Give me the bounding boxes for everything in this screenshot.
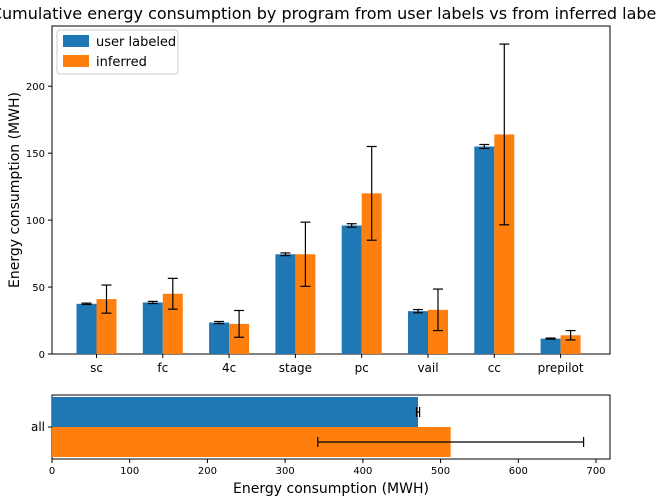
error-bar-inferred-stage xyxy=(300,221,311,287)
x-tick-label-300: 300 xyxy=(276,466,295,477)
legend-label-user-labeled: user labeled xyxy=(96,35,176,50)
x-tick-label-700: 700 xyxy=(586,466,605,477)
y-tick-label-200: 200 xyxy=(26,82,45,93)
x-tick-label-sc: sc xyxy=(90,361,103,375)
error-bar-user-labeled-prepilot xyxy=(545,337,556,340)
bar-user-labeled-stage xyxy=(275,254,296,354)
bar-inferred-vail xyxy=(428,309,448,354)
bar-user-labeled-all xyxy=(52,397,419,427)
legend-swatch-inferred xyxy=(63,55,89,67)
bar-inferred-pc xyxy=(361,193,382,354)
error-bar-inferred-all xyxy=(317,437,585,447)
x-tick-label-600: 600 xyxy=(509,466,528,477)
error-bar-inferred-prepilot xyxy=(565,329,576,341)
x-tick-label-200: 200 xyxy=(198,466,217,477)
bar-user-labeled-sc xyxy=(76,303,97,354)
bar-inferred-stage xyxy=(295,254,316,354)
error-bar-inferred-sc xyxy=(101,284,112,314)
error-bar-user-labeled-pc xyxy=(346,223,357,228)
bar-user-labeled-4c xyxy=(209,322,230,354)
bar-user-labeled-prepilot xyxy=(540,338,561,354)
bar-user-labeled-fc xyxy=(142,302,163,354)
chart-title: Cumulative energy consumption by program… xyxy=(0,4,657,23)
bar-user-labeled-vail xyxy=(408,311,428,354)
top-y-axis-label: Energy consumption (MWH) xyxy=(7,92,23,288)
error-bar-inferred-vail xyxy=(433,288,443,332)
legend-swatch-user-labeled xyxy=(63,35,89,47)
error-bar-user-labeled-all xyxy=(415,407,421,417)
error-bar-user-labeled-vail xyxy=(413,308,423,314)
y-tick-label-all: all xyxy=(31,420,45,434)
x-tick-label-4c: 4c xyxy=(222,361,236,375)
y-tick-label-150: 150 xyxy=(26,149,45,160)
top-plot-frame xyxy=(51,25,611,355)
bottom-bar-chart: 0 100 200 300 400 500 600 700 all Energy consum… xyxy=(31,394,611,497)
legend: user labeled inferred xyxy=(56,29,179,75)
legend-label-inferred: inferred xyxy=(96,55,147,70)
bottom-x-axis-label: Energy consumption (MWH) xyxy=(233,481,429,497)
error-bar-inferred-cc xyxy=(499,43,510,226)
bar-inferred-cc xyxy=(494,134,515,354)
bar-user-labeled-cc xyxy=(474,146,495,354)
error-bar-inferred-4c xyxy=(234,309,245,338)
x-tick-label-cc: cc xyxy=(488,361,501,375)
x-tick-label-0: 0 xyxy=(49,466,55,477)
error-bar-user-labeled-4c xyxy=(214,320,225,325)
error-bar-user-labeled-cc xyxy=(479,143,490,150)
x-tick-label-pc: pc xyxy=(355,361,369,375)
error-bar-inferred-fc xyxy=(167,277,178,310)
error-bar-inferred-pc xyxy=(366,145,377,241)
x-tick-label-prepilot: prepilot xyxy=(538,361,584,375)
x-tick-label-fc: fc xyxy=(157,361,168,375)
error-bar-user-labeled-stage xyxy=(280,252,291,257)
y-tick-label-100: 100 xyxy=(26,216,45,227)
x-tick-label-400: 400 xyxy=(353,466,372,477)
error-bar-user-labeled-sc xyxy=(81,302,92,306)
x-tick-label-vail: vail xyxy=(417,361,438,375)
x-tick-label-500: 500 xyxy=(431,466,450,477)
x-tick-label-100: 100 xyxy=(120,466,139,477)
bar-user-labeled-pc xyxy=(341,225,362,354)
error-bar-user-labeled-fc xyxy=(147,300,158,305)
top-bar-chart: 0 50 100 150 200 sc fc 4c stage pc vail cc prepilot… xyxy=(7,25,611,375)
x-tick-label-stage: stage xyxy=(279,361,312,375)
y-tick-label-50: 50 xyxy=(32,283,45,294)
y-tick-label-0: 0 xyxy=(39,350,45,361)
bar-inferred-4c xyxy=(229,323,250,354)
